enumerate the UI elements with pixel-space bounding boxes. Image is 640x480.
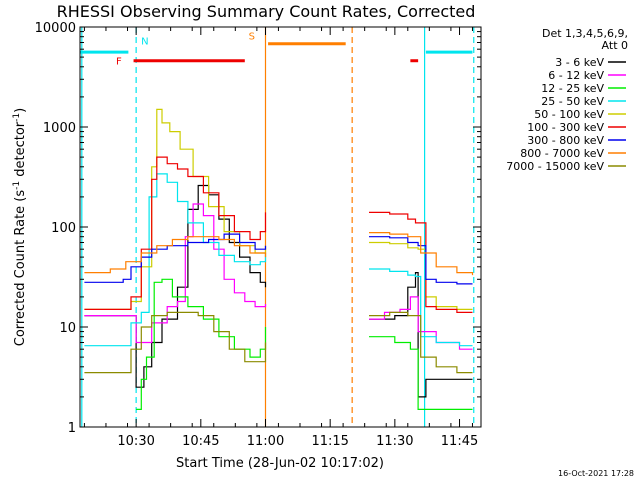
series-line-6-0 [84, 233, 267, 283]
y-axis-label-text: Corrected Count Rate (s-1 detector-1) [12, 108, 28, 346]
y-tick-label-0: 1 [68, 421, 76, 436]
legend-label-6: 300 - 800 keV [527, 134, 604, 147]
chart-title: RHESSI Observing Summary Count Rates, Co… [57, 2, 476, 21]
x-tick-label-5: 11:45 [441, 434, 478, 449]
legend-label-1: 6 - 12 keV [548, 69, 604, 82]
legend-label-2: 12 - 25 keV [541, 82, 604, 95]
state-marker-N: N [141, 37, 148, 48]
series-line-8-0 [84, 311, 267, 374]
y-axis-label: Corrected Count Rate (s-1 detector-1) [12, 108, 28, 346]
series-line-2-2 [369, 336, 473, 410]
legend-label-4: 50 - 100 keV [534, 108, 604, 121]
y-tick-label-1: 10 [59, 321, 76, 336]
series-line-3-2 [369, 268, 473, 347]
state-marker-S: S [249, 32, 255, 43]
series-line-5-0 [84, 156, 267, 310]
x-tick-label-2: 11:00 [247, 434, 284, 449]
y-label-part-3: ) [13, 108, 28, 113]
legend-label-0: 3 - 6 keV [555, 56, 604, 69]
x-axis-label: Start Time (28-Jun-02 10:17:02) [176, 456, 384, 471]
series-line-4-2 [369, 241, 473, 310]
y-label-sup-1: -1 [12, 181, 22, 190]
series-line-7-0 [84, 236, 267, 274]
x-tick-label-0: 10:30 [117, 434, 154, 449]
x-tick-label-1: 10:45 [182, 434, 219, 449]
legend-label-5: 100 - 300 keV [527, 121, 604, 134]
y-axis: 1 10 100 1000 10000 [35, 21, 481, 436]
y-label-part-1: Corrected Count Rate (s [13, 190, 28, 347]
legend-label-3: 25 - 50 keV [541, 95, 604, 108]
legend-label-7: 800 - 7000 keV [520, 147, 604, 160]
legend-label-8: 7000 - 15000 keV [506, 160, 604, 173]
y-tick-label-2: 100 [51, 221, 76, 236]
y-label-sup-2: -1 [12, 113, 22, 122]
legend-header-attenuator: Att 0 [602, 39, 628, 52]
series-line-7-2 [369, 232, 474, 276]
state-marker-F: F [116, 57, 122, 68]
plot-area [80, 27, 475, 427]
series-line-6-2 [369, 236, 473, 285]
x-axis: 10:30 10:45 11:00 11:15 11:30 11:45 [83, 27, 478, 449]
series-line-8-2 [369, 311, 473, 374]
series-line-2-0 [136, 278, 267, 410]
series-line-0-0 [84, 184, 267, 388]
series-line-1-0 [84, 203, 267, 344]
x-tick-label-4: 11:30 [376, 434, 413, 449]
series-line-3-0 [84, 173, 267, 347]
series-line-5-2 [369, 211, 473, 313]
y-tick-label-4: 10000 [35, 21, 76, 36]
x-tick-label-3: 11:15 [311, 434, 348, 449]
series-line-0-2 [369, 272, 473, 398]
y-label-part-2: detector [13, 121, 28, 181]
timestamp: 16-Oct-2021 17:28 [558, 469, 634, 478]
y-tick-label-3: 1000 [43, 121, 76, 136]
legend-header-detectors: Det 1,3,4,5,6,9, [542, 27, 628, 40]
